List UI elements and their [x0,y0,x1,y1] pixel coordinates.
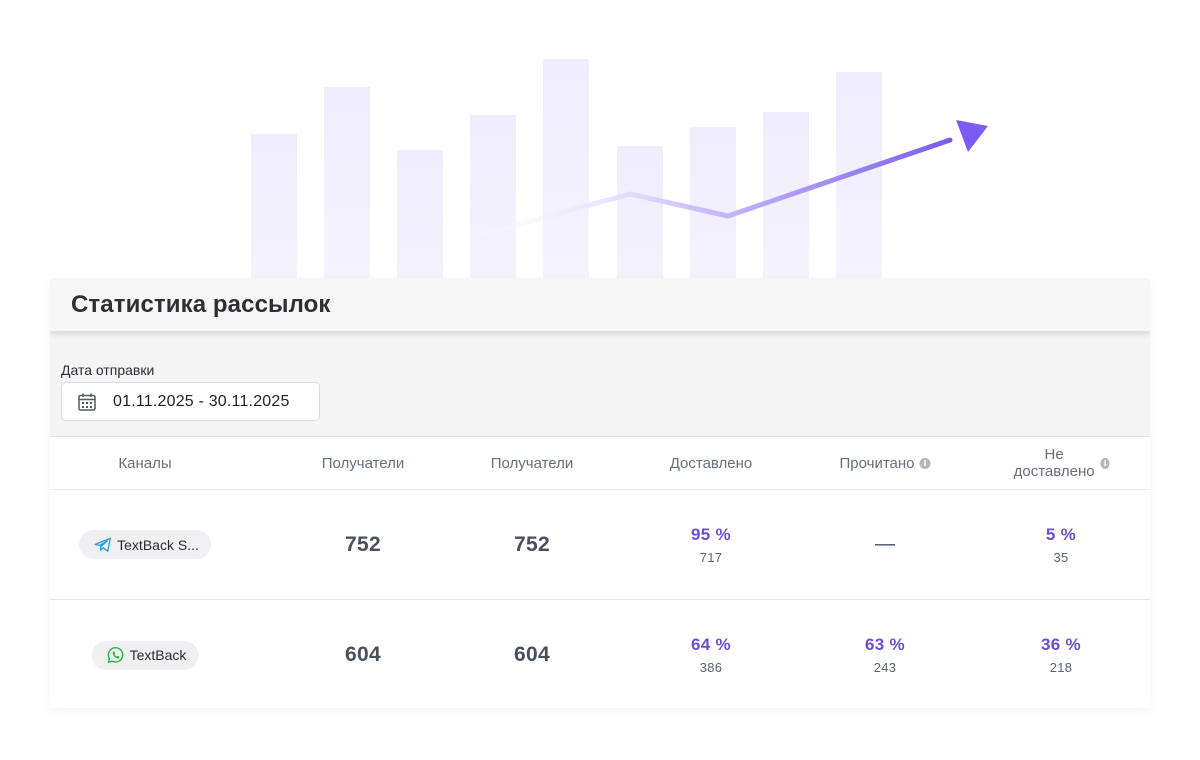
not-delivered-count: 218 [1049,660,1073,675]
delivered-percent: 64 % [691,635,731,654]
recipients-value-2: 604 [514,643,550,666]
not-delivered-percent: 5 % [1045,524,1077,544]
filters-panel: Дата отправки 01.11.2025 - 30.11.2025 [50,331,1150,437]
card-header: Статистика рассылок [50,278,1150,331]
table-row: TextBack S... 752 752 95 % 717 — 5 % 35 [50,490,1150,600]
page-title: Статистика рассылок [71,290,331,318]
not-delivered-count: 35 [1053,549,1069,565]
column-header-channels[interactable]: Каналы [118,454,172,472]
column-header-recipients-2[interactable]: Получатели [490,454,574,472]
channel-chip-telegram[interactable]: TextBack S... [79,530,211,559]
calendar-icon [78,393,96,411]
read-percent: — [875,533,895,555]
info-icon[interactable]: i [1100,457,1110,469]
delivered-percent: 95 % [691,524,731,544]
channel-name: TextBack [129,647,187,663]
channel-name: TextBack S... [117,536,199,553]
not-delivered-percent: 36 % [1041,635,1081,654]
mailing-statistics-card: Статистика рассылок Дата отправки 01.11.… [50,278,1150,708]
column-header-delivered[interactable]: Доставлено [669,454,753,472]
column-header-recipients[interactable]: Получатели [321,454,405,472]
column-header-read[interactable]: Прочитано i [840,455,931,472]
read-percent: 63 % [865,635,905,654]
read-count: 243 [873,660,897,675]
date-filter-label: Дата отправки [61,362,155,378]
info-icon[interactable]: i [919,457,931,469]
delivered-count: 386 [699,660,723,675]
column-header-not-delivered[interactable]: Не доставлено i [1013,446,1110,480]
date-range-picker[interactable]: 01.11.2025 - 30.11.2025 [61,382,320,421]
telegram-icon [94,537,111,552]
recipients-value: 752 [345,532,381,556]
whatsapp-icon [107,646,124,663]
table-row: TextBack 604 604 64 % 386 63 % 243 36 % … [50,600,1150,708]
delivered-count: 717 [699,549,723,565]
recipients-value-2: 752 [514,532,550,556]
table-header-row: Каналы Получатели Получатели Доставлено … [50,437,1150,490]
recipients-value: 604 [345,643,381,666]
date-range-value: 01.11.2025 - 30.11.2025 [113,392,290,410]
channel-chip-whatsapp[interactable]: TextBack [91,640,199,670]
